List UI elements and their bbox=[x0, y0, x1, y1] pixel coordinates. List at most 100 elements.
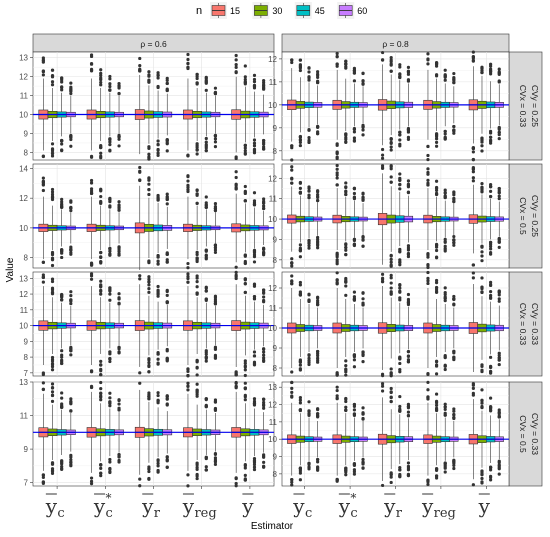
outlier-point bbox=[234, 53, 238, 58]
outlier-point bbox=[147, 394, 151, 398]
outlier-point bbox=[443, 244, 447, 248]
outlier-point bbox=[489, 371, 493, 375]
outlier-point bbox=[389, 257, 393, 261]
outlier-point bbox=[204, 257, 208, 261]
outlier-point bbox=[489, 466, 493, 470]
column-strip: ρ = 0.8 bbox=[281, 33, 510, 53]
outlier-point bbox=[243, 152, 247, 156]
outlier-point bbox=[398, 176, 402, 180]
outlier-point bbox=[452, 190, 456, 194]
outlier-point bbox=[497, 71, 501, 75]
outlier-point bbox=[99, 387, 103, 391]
y-tick-label: 9 bbox=[24, 445, 29, 454]
outlier-point bbox=[426, 62, 430, 66]
outlier-point bbox=[406, 461, 411, 465]
outlier-point bbox=[195, 476, 199, 481]
outlier-point bbox=[99, 363, 103, 367]
outlier-point bbox=[41, 260, 45, 264]
outlier-point bbox=[497, 130, 501, 134]
outlier-point bbox=[307, 70, 311, 74]
outlier-point bbox=[262, 350, 266, 354]
facet-panel: 7 8 9 10 11 12 13 bbox=[19, 270, 275, 378]
outlier-point bbox=[480, 190, 484, 194]
y-axis-title: Value bbox=[5, 257, 16, 282]
outlier-point bbox=[434, 466, 439, 471]
outlier-point bbox=[389, 60, 393, 64]
outlier-point bbox=[443, 295, 447, 299]
outlier-point bbox=[344, 62, 348, 66]
outlier-point bbox=[165, 357, 169, 361]
outlier-point bbox=[298, 471, 302, 475]
outlier-point bbox=[344, 396, 348, 401]
outlier-point bbox=[352, 66, 357, 71]
outlier-point bbox=[316, 468, 320, 472]
outlier-point bbox=[426, 157, 430, 162]
outlier-point bbox=[262, 201, 266, 205]
outlier-point bbox=[426, 281, 430, 286]
y-tick-label: 12 bbox=[19, 73, 28, 82]
outlier-point bbox=[443, 402, 447, 406]
outlier-point bbox=[234, 270, 238, 274]
outlier-point bbox=[243, 398, 247, 402]
outlier-point bbox=[398, 407, 402, 411]
outlier-point bbox=[307, 299, 311, 303]
outlier-point bbox=[108, 350, 112, 354]
outlier-point bbox=[406, 252, 411, 256]
outlier-point bbox=[452, 297, 456, 301]
y-tick-label: 8 bbox=[24, 254, 29, 263]
outlier-point bbox=[50, 142, 55, 146]
outlier-point bbox=[398, 357, 402, 361]
outlier-point bbox=[204, 136, 208, 141]
outlier-point bbox=[147, 188, 151, 192]
outlier-point bbox=[480, 144, 484, 148]
outlier-point bbox=[252, 141, 257, 145]
outlier-point bbox=[213, 206, 218, 210]
outlier-point bbox=[361, 124, 365, 128]
outlier-point bbox=[426, 478, 430, 483]
outlier-point bbox=[443, 407, 447, 411]
outlier-point bbox=[352, 472, 357, 476]
outlier-point bbox=[307, 411, 311, 415]
outlier-point bbox=[147, 277, 151, 281]
outlier-point bbox=[156, 262, 160, 266]
row-strip-label: CVy = 0.25 bbox=[530, 85, 540, 127]
outlier-point bbox=[204, 80, 208, 84]
outlier-point bbox=[60, 349, 64, 353]
outlier-point bbox=[406, 404, 411, 409]
outlier-point bbox=[406, 185, 411, 189]
y-tick-label: 13 bbox=[268, 383, 277, 392]
outlier-point bbox=[335, 62, 339, 66]
outlier-point bbox=[89, 479, 94, 483]
outlier-point bbox=[426, 57, 430, 61]
outlier-point bbox=[108, 137, 112, 141]
outlier-point bbox=[117, 200, 121, 204]
outlier-point bbox=[204, 297, 208, 301]
outlier-point bbox=[243, 281, 247, 286]
outlier-point bbox=[117, 408, 121, 412]
outlier-point bbox=[290, 261, 294, 265]
outlier-point bbox=[262, 356, 266, 360]
outlier-point bbox=[335, 258, 339, 262]
outlier-point bbox=[398, 138, 402, 142]
outlier-point bbox=[186, 473, 190, 477]
outlier-point bbox=[443, 470, 447, 474]
outlier-point bbox=[389, 396, 393, 400]
outlier-point bbox=[99, 284, 103, 288]
row-strip-label: CVx = 0.5 bbox=[518, 197, 528, 235]
outlier-point bbox=[361, 360, 365, 364]
outlier-point bbox=[50, 471, 55, 475]
outlier-point bbox=[344, 359, 348, 363]
outlier-point bbox=[298, 135, 302, 139]
outlier-point bbox=[497, 67, 501, 71]
outlier-point bbox=[298, 191, 302, 195]
outlier-point bbox=[434, 132, 439, 136]
y-tick-label: 12 bbox=[268, 401, 277, 410]
outlier-point bbox=[50, 83, 55, 87]
outlier-point bbox=[243, 386, 247, 390]
svg-text:y: y bbox=[338, 494, 351, 518]
outlier-point bbox=[50, 277, 55, 281]
outlier-point bbox=[352, 413, 357, 417]
outlier-point bbox=[307, 189, 311, 193]
outlier-point bbox=[290, 478, 294, 482]
outlier-point bbox=[406, 472, 411, 476]
